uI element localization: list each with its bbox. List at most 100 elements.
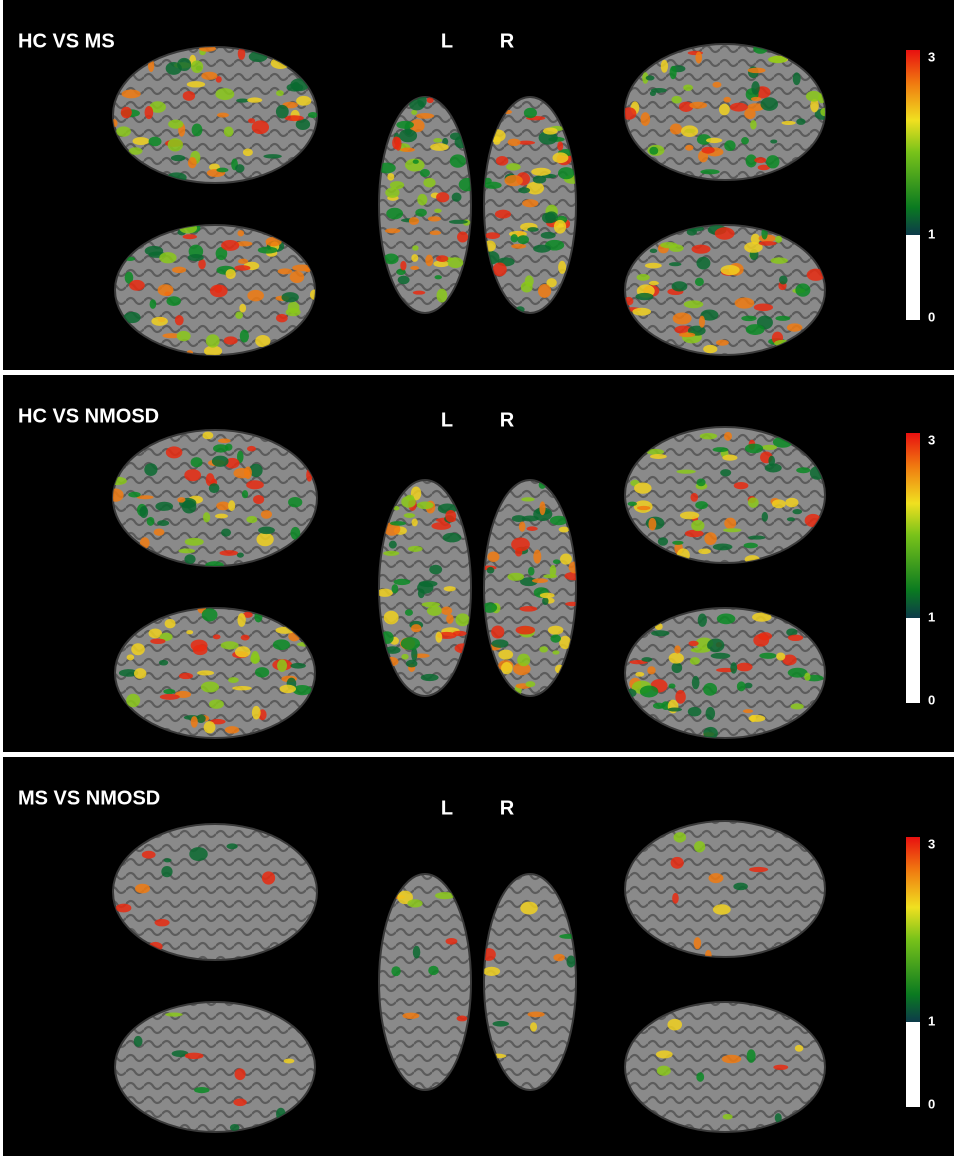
activation-blob: [449, 154, 466, 168]
activation-blob: [247, 289, 264, 302]
activation-blob: [560, 553, 572, 565]
activation-blob: [673, 832, 687, 843]
activation-overlay: [115, 843, 276, 952]
activation-blob: [397, 890, 413, 905]
activation-blob: [790, 703, 804, 710]
activation-blob: [532, 175, 547, 184]
activation-blob: [194, 1086, 210, 1094]
activation-blob: [216, 501, 231, 511]
activation-blob: [750, 233, 760, 245]
activation-blob: [208, 699, 224, 709]
activation-blob: [552, 559, 561, 565]
activation-blob: [242, 611, 253, 618]
activation-blob: [118, 669, 139, 677]
activation-blob: [539, 592, 555, 599]
activation-blob: [730, 662, 738, 674]
activation-blob: [215, 88, 235, 101]
activation-blob: [277, 268, 293, 275]
activation-blob: [531, 167, 551, 176]
activation-blob: [761, 444, 778, 451]
activation-blob: [518, 187, 531, 194]
activation-blob: [701, 146, 715, 154]
activation-blob: [521, 497, 535, 502]
activation-blob: [511, 515, 526, 522]
activation-blob: [748, 714, 766, 722]
activation-blob: [417, 193, 428, 206]
activation-blob: [810, 98, 819, 113]
activation-blob: [132, 137, 150, 146]
activation-blob: [434, 208, 442, 213]
activation-blob: [521, 515, 539, 522]
activation-blob: [645, 75, 655, 81]
activation-blob: [164, 618, 176, 629]
right-medial-brain: [624, 224, 826, 356]
activation-blob: [379, 162, 396, 174]
activation-blob: [639, 685, 659, 698]
activation-blob: [627, 501, 637, 506]
activation-blob: [420, 673, 439, 682]
activation-blob: [429, 564, 443, 575]
activation-blob: [515, 625, 536, 635]
activation-blob: [212, 634, 221, 640]
activation-blob: [135, 883, 150, 894]
activation-blob: [203, 721, 216, 734]
activation-blob: [649, 248, 658, 254]
activation-blob: [674, 325, 692, 334]
activation-blob: [507, 572, 525, 581]
activation-blob: [734, 297, 755, 309]
activation-blob: [723, 96, 731, 103]
activation-blob: [774, 235, 783, 244]
activation-blob: [411, 109, 418, 115]
activation-blob: [716, 339, 729, 346]
activation-blob: [157, 284, 174, 296]
activation-blob: [288, 496, 303, 508]
activation-blob: [389, 521, 406, 526]
panel-title: HC VS NMOSD: [18, 405, 159, 427]
activation-blob: [158, 659, 169, 666]
activation-blob: [492, 1020, 509, 1027]
activation-blob: [686, 228, 697, 236]
activation-blob: [642, 72, 649, 84]
activation-blob: [276, 313, 288, 323]
activation-blob: [510, 234, 519, 243]
activation-blob: [149, 299, 157, 309]
activation-blob: [526, 526, 538, 531]
activation-blob: [530, 1022, 538, 1032]
activation-blob: [228, 500, 236, 512]
activation-blob: [236, 552, 244, 558]
activation-blob: [292, 264, 312, 272]
activation-blob: [747, 67, 766, 74]
activation-blob: [191, 123, 203, 137]
activation-blob: [635, 292, 654, 301]
activation-blob: [771, 499, 786, 509]
activation-blob: [457, 231, 469, 243]
activation-blob: [423, 177, 436, 188]
activation-blob: [233, 1098, 247, 1107]
activation-blob: [636, 273, 650, 281]
activation-blob: [201, 608, 218, 622]
activation-blob: [648, 517, 657, 531]
activation-blob: [190, 716, 198, 728]
activation-blob: [250, 653, 261, 664]
activation-blob: [741, 315, 757, 322]
activation-blob: [671, 662, 683, 674]
activation-blob: [379, 588, 393, 597]
activation-blob: [260, 510, 273, 519]
activation-blob: [782, 654, 797, 666]
activation-blob: [691, 520, 705, 532]
activation-blob: [246, 480, 264, 490]
activation-blob: [722, 1113, 733, 1120]
activation-blob: [820, 107, 825, 117]
activation-blob: [136, 495, 154, 500]
activation-blob: [126, 654, 135, 661]
activation-blob: [396, 120, 414, 129]
activation-blob: [484, 602, 498, 613]
activation-blob: [495, 155, 509, 166]
activation-blob: [768, 55, 787, 64]
activation-blob: [221, 240, 240, 251]
activation-blob: [484, 966, 501, 976]
activation-blob: [564, 571, 576, 581]
activation-blob: [279, 684, 297, 694]
activation-blob: [401, 653, 409, 660]
